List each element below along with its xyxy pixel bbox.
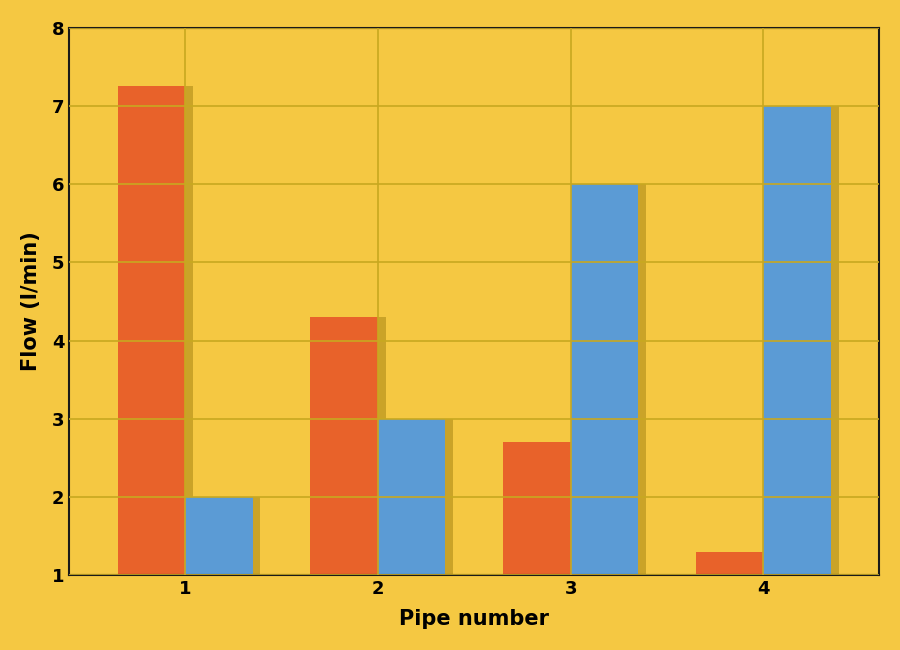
Bar [193, 497, 260, 575]
Bar [503, 442, 571, 575]
Bar [571, 184, 638, 575]
Bar [378, 419, 446, 575]
Bar [511, 442, 579, 575]
Bar [185, 497, 253, 575]
X-axis label: Pipe number: Pipe number [400, 609, 549, 629]
Y-axis label: Flow (l/min): Flow (l/min) [21, 231, 40, 371]
Bar [771, 106, 839, 575]
Bar [310, 317, 378, 575]
Bar [763, 106, 831, 575]
Bar [704, 552, 771, 575]
Bar [318, 317, 385, 575]
Bar [696, 552, 763, 575]
Bar [125, 86, 193, 575]
Bar [579, 184, 646, 575]
Bar [385, 419, 453, 575]
Bar [118, 86, 185, 575]
